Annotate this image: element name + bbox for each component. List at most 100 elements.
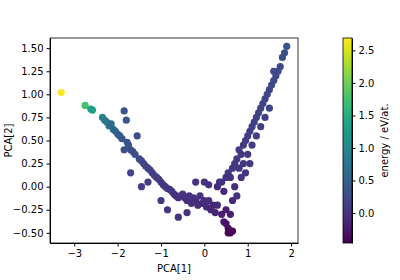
point [242, 169, 249, 176]
points [58, 43, 291, 237]
tick-label: 1.00 [21, 89, 43, 100]
tick-label: 0 [202, 248, 208, 259]
point [192, 178, 199, 185]
point [134, 132, 141, 139]
point [244, 151, 251, 158]
tick-label: 2.5 [359, 45, 375, 56]
tick-label: 0.50 [21, 135, 43, 146]
point [277, 63, 284, 70]
tick-label: 1.0 [359, 143, 375, 154]
tick-mark [161, 243, 162, 247]
tick: 0.00 [21, 181, 50, 192]
point [283, 43, 290, 50]
tick-label: 1.25 [21, 66, 43, 77]
tick: 0.5 [352, 175, 374, 186]
point [58, 89, 65, 96]
tick-label: −0.50 [13, 228, 44, 239]
colorbar-title: energy / eV/at. [379, 103, 390, 177]
tick-label: −2 [111, 248, 126, 259]
tick: 1 [245, 243, 251, 259]
point [231, 183, 238, 190]
tick-mark [47, 164, 51, 165]
tick-label: 1.50 [21, 43, 43, 54]
point [227, 211, 234, 218]
tick-mark [47, 48, 51, 49]
x-axis-title: PCA[1] [157, 263, 191, 274]
axis-line [50, 39, 51, 244]
tick: 1.25 [21, 66, 50, 77]
point [240, 160, 247, 167]
point [164, 206, 171, 213]
axis-line [352, 39, 353, 244]
y-axis-title: PCA[2] [3, 123, 14, 157]
point [144, 178, 151, 185]
point [89, 106, 96, 113]
tick: 2.5 [352, 45, 374, 56]
tick: 0.0 [352, 208, 374, 219]
tick-mark [352, 181, 356, 182]
tick-label: 0.25 [21, 158, 43, 169]
tick: 0 [202, 243, 208, 259]
tick-label: −0.25 [13, 204, 44, 215]
tick: 2 [288, 243, 294, 259]
tick-mark [47, 94, 51, 95]
point [257, 123, 264, 130]
point [238, 151, 245, 158]
tick-label: 1.5 [359, 110, 375, 121]
point [281, 49, 288, 56]
point [157, 197, 164, 204]
point [225, 229, 232, 236]
tick: 0.50 [21, 135, 50, 146]
chart: −3 −2 −1 0 1 2 −0.50 −0.25 0.00 0.25 0.50 0.75 1.00 1… [0, 0, 400, 280]
tick-mark [352, 50, 356, 51]
tick-mark [204, 243, 205, 247]
point [127, 169, 134, 176]
point [123, 117, 130, 124]
tick: −1 [154, 243, 169, 259]
frame [50, 38, 298, 243]
tick-label: −1 [154, 248, 169, 259]
tick-mark [47, 117, 51, 118]
colorbar [343, 38, 352, 243]
tick-label: 2 [288, 248, 294, 259]
point [121, 107, 128, 114]
tick-mark [352, 148, 356, 149]
tick: −0.25 [13, 204, 50, 215]
tick: 2.0 [352, 78, 374, 89]
point [227, 174, 234, 181]
colorbar-axis: 0.0 0.5 1.0 1.5 2.0 2.5 [352, 39, 374, 244]
tick-label: −3 [67, 248, 82, 259]
tick-label: 0.5 [359, 175, 375, 186]
point [266, 105, 273, 112]
tick-mark [47, 71, 51, 72]
tick-mark [291, 243, 292, 247]
tick-label: 0.00 [21, 181, 43, 192]
y-axis: −0.50 −0.25 0.00 0.25 0.50 0.75 1.00 1.25 1.50 [13, 39, 51, 244]
point [246, 160, 253, 167]
tick: 1.5 [352, 110, 374, 121]
point [248, 142, 255, 149]
tick-mark [74, 243, 75, 247]
axis-line [51, 243, 299, 244]
point [229, 197, 236, 204]
tick: 1.00 [21, 89, 50, 100]
tick-mark [47, 187, 51, 188]
tick-mark [47, 141, 51, 142]
point [253, 132, 260, 139]
tick-label: 0.75 [21, 112, 43, 123]
tick-mark [352, 115, 356, 116]
point [220, 188, 227, 195]
tick-label: 2.0 [359, 78, 375, 89]
tick-mark [352, 83, 356, 84]
tick-mark [118, 243, 119, 247]
tick-mark [352, 213, 356, 214]
tick: 1.0 [352, 143, 374, 154]
point [261, 114, 268, 121]
tick-mark [47, 233, 51, 234]
tick: 0.75 [21, 112, 50, 123]
tick: −3 [67, 243, 82, 259]
tick: −2 [111, 243, 126, 259]
tick-label: 1 [245, 248, 251, 259]
tick: 0.25 [21, 158, 50, 169]
tick: −0.50 [13, 228, 50, 239]
